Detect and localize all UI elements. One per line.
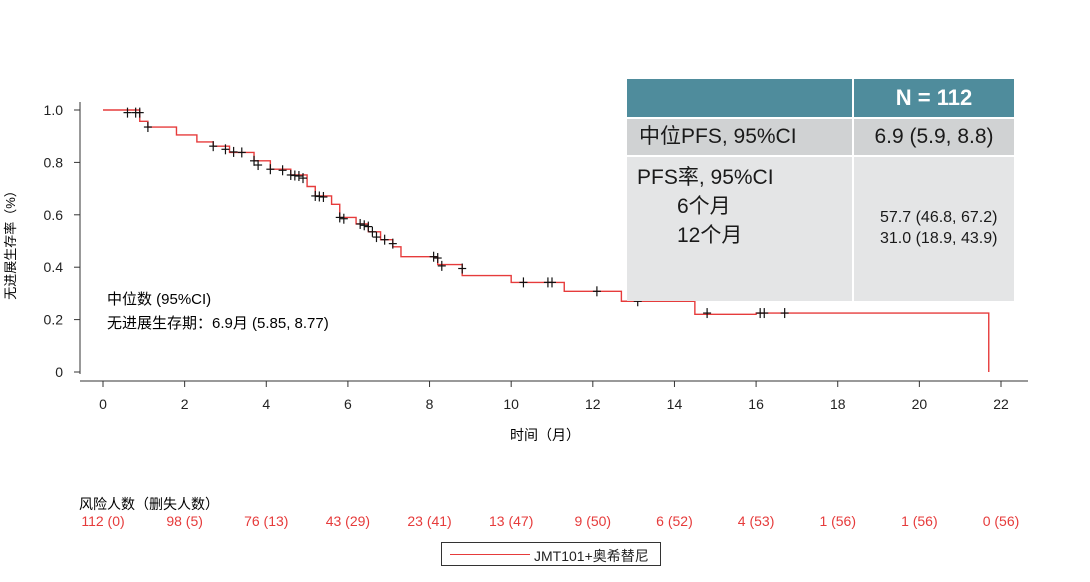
y-tick-label: 0 [55,364,63,380]
x-tick-label: 20 [912,396,928,412]
censor-mark [388,238,397,249]
x-axis-label: 时间（月） [510,427,580,443]
y-tick-label: 0.4 [44,259,64,275]
censor-mark [368,226,377,237]
censor-mark [299,173,308,184]
risk-value: 1 (56) [901,513,938,529]
censor-mark [254,160,263,171]
legend: JMT101+奥希替尼 [441,542,661,566]
risk-value: 112 (0) [81,513,124,529]
x-tick-label: 4 [262,396,270,412]
x-tick-label: 8 [426,396,434,412]
summary-header-n: N = 112 [852,79,1014,118]
risk-value: 4 (53) [738,513,775,529]
x-tick-label: 0 [99,396,107,412]
risk-value: 23 (41) [407,513,451,529]
x-tick-label: 2 [181,396,189,412]
censor-mark [780,308,789,319]
risk-value: 1 (56) [819,513,856,529]
censor-mark [294,171,303,182]
pfs-rate-cell: PFS率, 95%CI 6个月 12个月 [627,155,853,301]
risk-table: 112 (0) 98 (5) 76 (13) 43 (29) 23 (41) 13 (47… [81,513,1019,529]
y-tick-label: 1.0 [44,102,64,118]
risk-value: 13 (47) [489,513,533,529]
censor-mark [229,146,238,157]
risk-value: 6 (52) [656,513,693,529]
censor-mark [433,253,442,264]
censor-mark [221,144,230,155]
pfs-rate-6m-label: 6个月 [677,195,731,218]
censor-mark [760,308,769,319]
censor-mark [592,286,601,297]
x-axis: 0 2 4 6 8 10 12 14 16 18 20 22 [80,380,1028,412]
censor-mark [380,234,389,245]
censor-mark [237,147,246,158]
censor-mark [372,232,381,243]
risk-table-title: 风险人数（删失人数） [79,496,219,512]
risk-value: 9 (50) [575,513,612,529]
pfs-rate-12m-value: 31.0 (18.9, 43.9) [880,230,998,247]
x-tick-label: 16 [748,396,764,412]
censor-mark [123,107,132,118]
median-pfs-label: 中位PFS, 95%CI [627,117,853,156]
censor-mark [319,191,328,202]
x-tick-label: 6 [344,396,352,412]
censor-mark [339,213,348,224]
censor-mark [356,218,365,229]
censor-mark [278,165,287,176]
pfs-rate-12m-label: 12个月 [677,224,743,247]
censor-mark [209,141,218,152]
risk-value: 76 (13) [244,513,288,529]
pfs-rate-values: 57.7 (46.8, 67.2) 31.0 (18.9, 43.9) [852,155,1014,301]
risk-value: 43 (29) [326,513,370,529]
censor-mark [458,263,467,274]
summary-header-blank [627,79,853,118]
legend-label: JMT101+奥希替尼 [534,548,649,564]
median-pfs-value: 6.9 (5.9, 8.8) [852,117,1014,156]
y-axis-label: 无进展生存率（%） [3,184,18,300]
censor-mark [548,277,556,288]
censor-mark [437,260,446,271]
censor-marks [123,107,789,319]
x-tick-label: 12 [585,396,601,412]
censor-mark [135,107,144,118]
pfs-rate-6m-value: 57.7 (46.8, 67.2) [880,209,998,226]
pfs-rate-label: PFS率, 95%CI [637,166,774,189]
annotation-median-title: 中位数 (95%CI) [107,291,211,308]
x-tick-label: 14 [667,396,683,412]
censor-mark [519,277,528,288]
censor-mark [360,220,369,231]
risk-value: 0 (56) [983,513,1020,529]
legend-swatch [450,554,530,555]
censor-mark [703,308,712,319]
censor-mark [364,221,373,232]
x-tick-label: 18 [830,396,846,412]
x-tick-label: 22 [993,396,1009,412]
censor-mark [250,155,259,166]
censor-mark [335,212,344,223]
censor-mark [429,251,438,262]
annotation-median-value: 无进展生存期：6.9月 (5.85, 8.77) [107,315,329,332]
y-tick-label: 0.6 [44,207,64,223]
x-tick-label: 10 [503,396,519,412]
censor-mark [143,122,152,133]
y-axis: 0 0.2 0.4 0.6 0.8 1.0 [44,102,81,380]
risk-value: 98 (5) [166,513,203,529]
summary-table: N = 112 中位PFS, 95%CI 6.9 (5.9, 8.8) PFS率… [627,79,1014,301]
y-tick-label: 0.2 [44,312,64,328]
y-tick-label: 0.8 [44,154,64,170]
censor-mark [266,164,275,175]
